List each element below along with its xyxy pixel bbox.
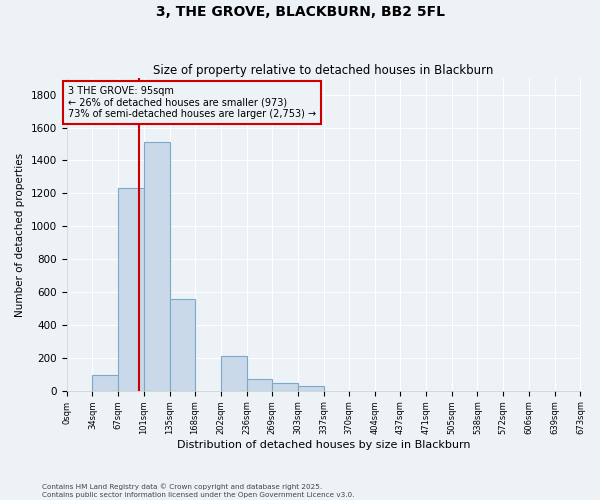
Bar [170,298,195,390]
Title: Size of property relative to detached houses in Blackburn: Size of property relative to detached ho… [154,64,494,77]
Text: 3, THE GROVE, BLACKBURN, BB2 5FL: 3, THE GROVE, BLACKBURN, BB2 5FL [155,5,445,19]
Bar [92,375,118,390]
Bar [143,142,170,390]
X-axis label: Distribution of detached houses by size in Blackburn: Distribution of detached houses by size … [177,440,470,450]
Bar [272,384,298,390]
Y-axis label: Number of detached properties: Number of detached properties [15,152,25,316]
Bar [221,356,247,390]
Text: Contains HM Land Registry data © Crown copyright and database right 2025.
Contai: Contains HM Land Registry data © Crown c… [42,484,355,498]
Bar [247,379,272,390]
Bar [298,386,324,390]
Bar [118,188,143,390]
Text: 3 THE GROVE: 95sqm
← 26% of detached houses are smaller (973)
73% of semi-detach: 3 THE GROVE: 95sqm ← 26% of detached hou… [68,86,316,119]
